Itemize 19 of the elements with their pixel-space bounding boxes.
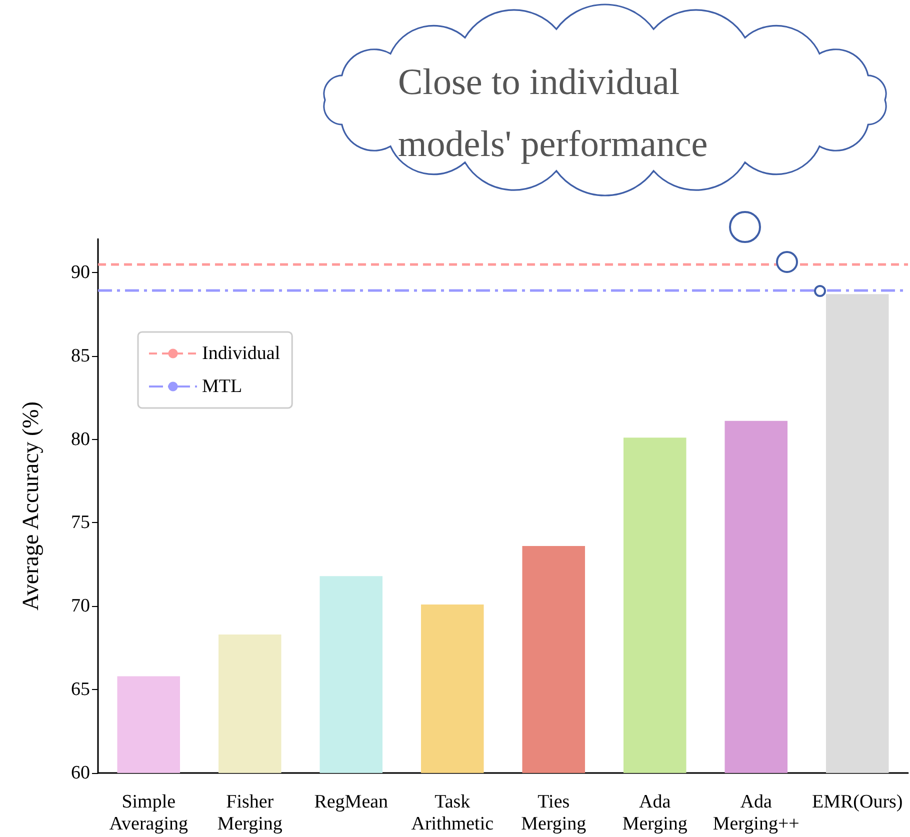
x-tick-label: Simple Averaging — [109, 792, 189, 834]
x-tick-label: Fisher Merging — [217, 792, 283, 834]
y-axis-title: Average Accuracy (%) — [18, 402, 43, 610]
y-tick-label: 75 — [71, 512, 90, 534]
x-tick-label: Ada Merging++ — [712, 792, 800, 834]
y-tick-label: 90 — [71, 262, 90, 283]
legend-label: Individual — [202, 343, 280, 364]
x-tick-label: Ada Merging — [622, 792, 688, 834]
x-tick-label: Ties Merging — [521, 792, 587, 834]
y-tick-label: 60 — [71, 762, 90, 784]
y-tick-label: 80 — [71, 428, 90, 450]
x-tick-label: EMR(Ours) — [812, 792, 903, 812]
y-tick-label: 65 — [71, 679, 90, 700]
y-tick-label: 70 — [71, 596, 90, 617]
x-tick-label: Task Arithmetic — [411, 792, 494, 834]
y-tick-label: 85 — [71, 345, 90, 366]
x-tick-label: RegMean — [314, 792, 389, 812]
text: Close to individual models' performance — [398, 61, 709, 167]
legend-label: MTL — [202, 376, 242, 397]
